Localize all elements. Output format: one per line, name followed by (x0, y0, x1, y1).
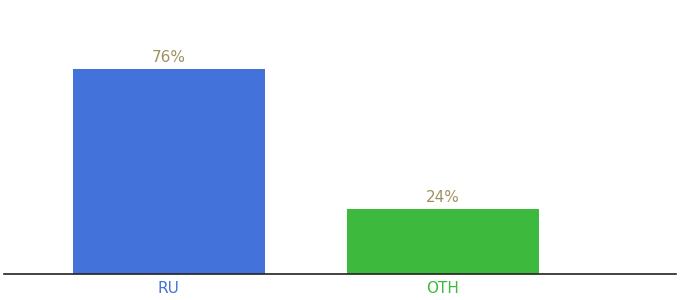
Text: 24%: 24% (426, 190, 460, 205)
Bar (73, 69, 265, 274)
Text: 76%: 76% (152, 50, 186, 65)
Bar (347, 209, 539, 274)
